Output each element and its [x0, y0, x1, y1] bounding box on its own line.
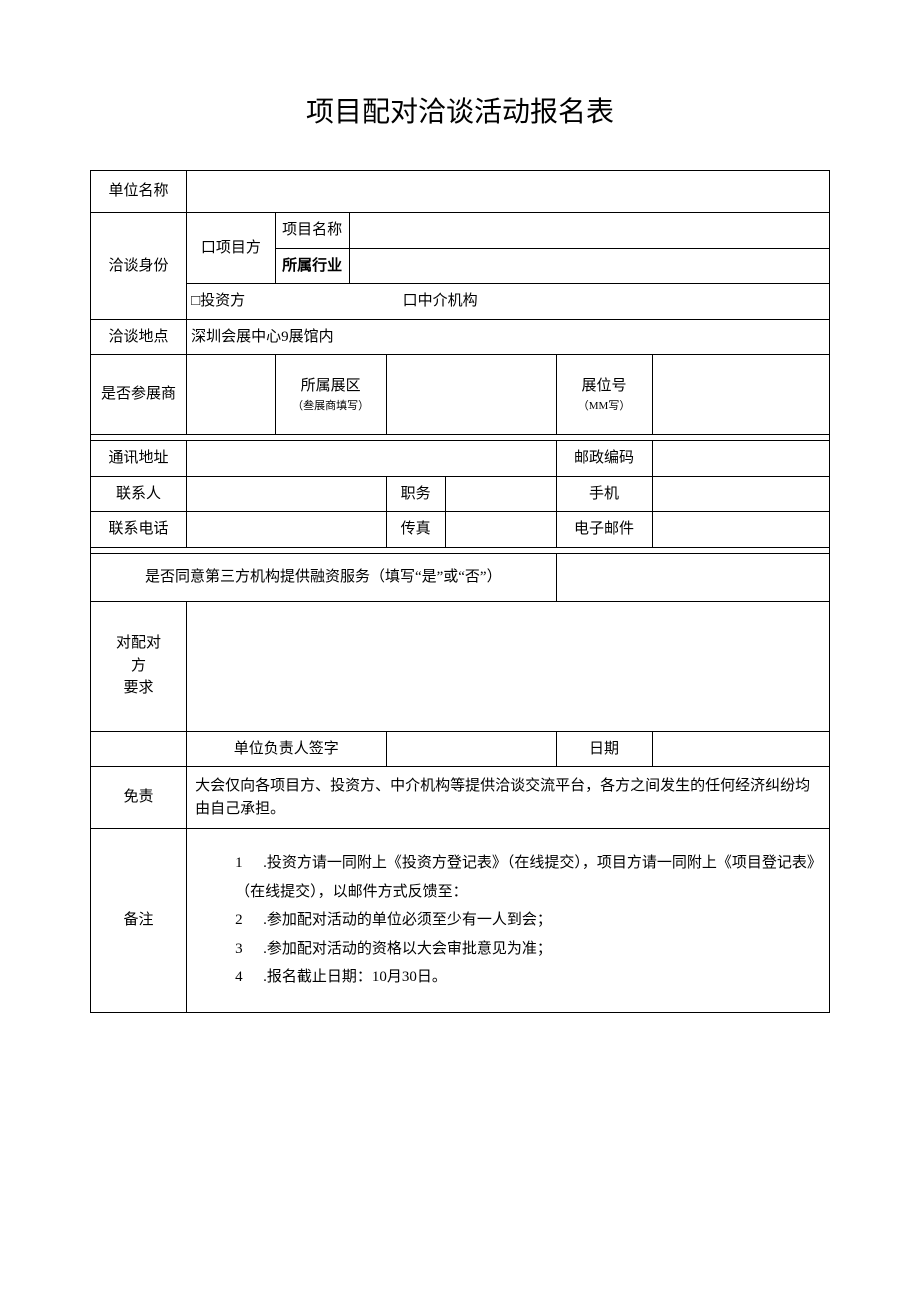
note-item-4: 4.报名截止日期：10月30日。 [235, 963, 821, 992]
input-date[interactable] [652, 731, 829, 767]
checkbox-investor[interactable]: □投资方 [191, 293, 245, 309]
text-booth: 展位号 [561, 375, 648, 398]
label-requirement: 对配对方要求 [91, 601, 187, 731]
input-requirement[interactable] [187, 601, 830, 731]
input-mobile[interactable] [652, 476, 829, 512]
label-exhibit-area: 所属展区 （叁展商填写） [275, 355, 386, 435]
input-signature[interactable] [386, 731, 556, 767]
checkbox-project-side[interactable]: 口项目方 [187, 213, 276, 284]
text-booth-note: （MM写） [561, 398, 648, 415]
input-industry[interactable] [349, 248, 829, 284]
label-booth: 展位号 （MM写） [556, 355, 652, 435]
page-title: 项目配对洽谈活动报名表 [90, 90, 830, 130]
label-industry: 所属行业 [275, 248, 349, 284]
input-booth[interactable] [652, 355, 829, 435]
label-address: 通讯地址 [91, 441, 187, 477]
label-email: 电子邮件 [556, 512, 652, 548]
label-phone: 联系电话 [91, 512, 187, 548]
label-signature: 单位负责人签字 [187, 731, 387, 767]
input-exhibitor-yn[interactable] [187, 355, 276, 435]
label-postcode: 邮政编码 [556, 441, 652, 477]
input-email[interactable] [652, 512, 829, 548]
text-area: 所属展区 [280, 375, 382, 398]
value-venue: 深圳会展中心9展馆内 [187, 319, 830, 355]
label-company: 单位名称 [91, 171, 187, 213]
input-postcode[interactable] [652, 441, 829, 477]
input-project-name[interactable] [349, 213, 829, 249]
label-contact: 联系人 [91, 476, 187, 512]
text-requirement: 对配对方要求 [95, 632, 182, 700]
checkbox-agency[interactable]: 口中介机构 [403, 293, 478, 309]
row-identity-options: □投资方 口中介机构 [187, 284, 830, 320]
spacer-sig [91, 731, 187, 767]
label-venue: 洽谈地点 [91, 319, 187, 355]
label-date: 日期 [556, 731, 652, 767]
text-disclaimer: 大会仅向各项目方、投资方、中介机构等提供洽谈交流平台，各方之间发生的任何经济纠纷… [187, 767, 830, 829]
input-exhibit-area[interactable] [386, 355, 556, 435]
input-phone[interactable] [187, 512, 387, 548]
label-exhibitor: 是否参展商 [91, 355, 187, 435]
note-item-3: 3.参加配对活动的资格以大会审批意见为准； [235, 935, 821, 964]
input-third-party[interactable] [556, 553, 829, 601]
label-project-name: 项目名称 [275, 213, 349, 249]
notes-content: 1.投资方请一同附上《投资方登记表》（在线提交），项目方请一同附上《项目登记表》… [187, 829, 830, 1013]
note-item-1: 1.投资方请一同附上《投资方登记表》（在线提交），项目方请一同附上《项目登记表》… [235, 849, 821, 906]
input-address[interactable] [187, 441, 556, 477]
label-mobile: 手机 [556, 476, 652, 512]
input-position[interactable] [445, 476, 556, 512]
label-third-party: 是否同意第三方机构提供融资服务（填写“是”或“否”） [91, 553, 557, 601]
registration-form-table: 单位名称 洽谈身份 口项目方 项目名称 所属行业 □投资方 口中介机构 洽谈地点… [90, 170, 830, 1013]
note-item-2: 2.参加配对活动的单位必须至少有一人到会； [235, 906, 821, 935]
input-fax[interactable] [445, 512, 556, 548]
label-fax: 传真 [386, 512, 445, 548]
label-notes: 备注 [91, 829, 187, 1013]
label-position: 职务 [386, 476, 445, 512]
input-company[interactable] [187, 171, 830, 213]
input-contact[interactable] [187, 476, 387, 512]
label-identity: 洽谈身份 [91, 213, 187, 320]
label-disclaimer: 免责 [91, 767, 187, 829]
text-area-note: （叁展商填写） [280, 398, 382, 415]
